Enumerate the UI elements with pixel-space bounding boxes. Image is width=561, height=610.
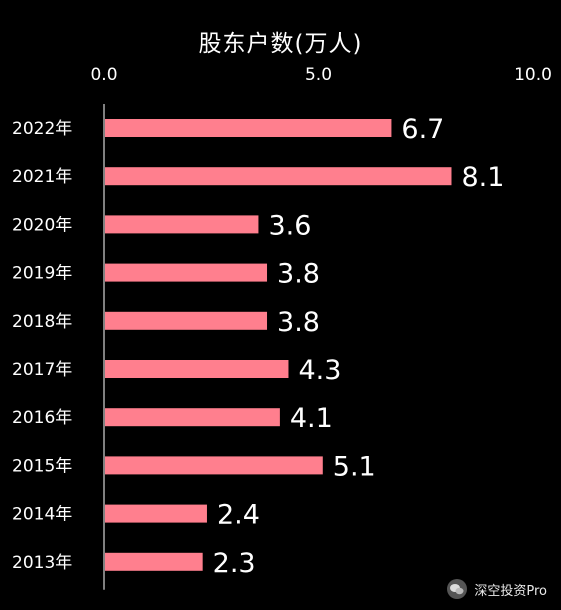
- y-tick-label: 2014年: [12, 505, 72, 525]
- data-label: 3.8: [277, 307, 320, 338]
- x-tick-label: 10.0: [514, 65, 552, 85]
- bar: [105, 456, 323, 475]
- y-tick-label: 2016年: [12, 408, 72, 428]
- data-label: 2.4: [217, 500, 260, 531]
- y-tick-label: 2019年: [12, 264, 72, 284]
- watermark-text: 深空投资Pro: [474, 583, 547, 599]
- bar: [105, 119, 392, 137]
- chart-title: 股东户数(万人): [198, 31, 363, 57]
- wechat-icon: [446, 578, 468, 600]
- bar: [105, 311, 268, 330]
- y-tick-label: 2017年: [12, 360, 72, 380]
- data-label: 6.7: [401, 114, 444, 145]
- bar: [105, 167, 452, 186]
- data-label: 5.1: [333, 451, 376, 482]
- data-label: 3.8: [277, 259, 320, 290]
- data-label: 2.3: [213, 548, 256, 579]
- x-tick-label: 5.0: [305, 65, 332, 85]
- data-label: 4.3: [298, 355, 341, 386]
- y-tick-label: 2015年: [12, 456, 72, 476]
- x-tick-label: 0.0: [90, 65, 117, 85]
- bar: [105, 552, 203, 571]
- y-tick-label: 2018年: [12, 312, 72, 332]
- bar: [105, 408, 280, 427]
- data-label: 8.1: [461, 162, 504, 193]
- y-tick-label: 2020年: [12, 215, 72, 235]
- bar: [105, 215, 259, 234]
- y-tick-label: 2021年: [12, 167, 72, 187]
- data-label: 4.1: [290, 403, 333, 434]
- data-label: 3.6: [268, 210, 311, 241]
- y-tick-label: 2013年: [12, 553, 72, 573]
- watermark: 深空投资Pro: [446, 578, 547, 600]
- bar: [105, 360, 289, 378]
- bar: [105, 504, 207, 523]
- bar: [105, 263, 268, 282]
- y-tick-label: 2022年: [12, 119, 72, 139]
